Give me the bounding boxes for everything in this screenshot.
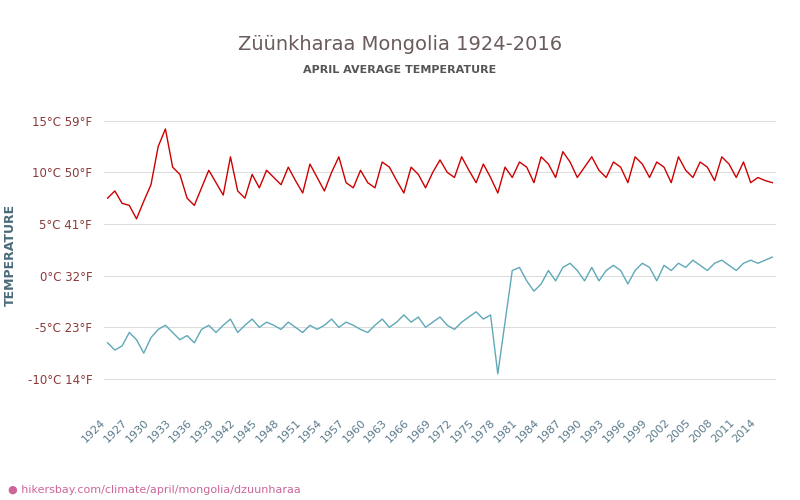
Text: ● hikersbay.com/climate/april/mongolia/dzuunharaa: ● hikersbay.com/climate/april/mongolia/d…	[8, 485, 301, 495]
Legend: NIGHT, DAY: NIGHT, DAY	[362, 498, 518, 500]
Y-axis label: TEMPERATURE: TEMPERATURE	[3, 204, 17, 306]
Text: APRIL AVERAGE TEMPERATURE: APRIL AVERAGE TEMPERATURE	[303, 65, 497, 75]
Text: Züünkharaa Mongolia 1924-2016: Züünkharaa Mongolia 1924-2016	[238, 35, 562, 54]
